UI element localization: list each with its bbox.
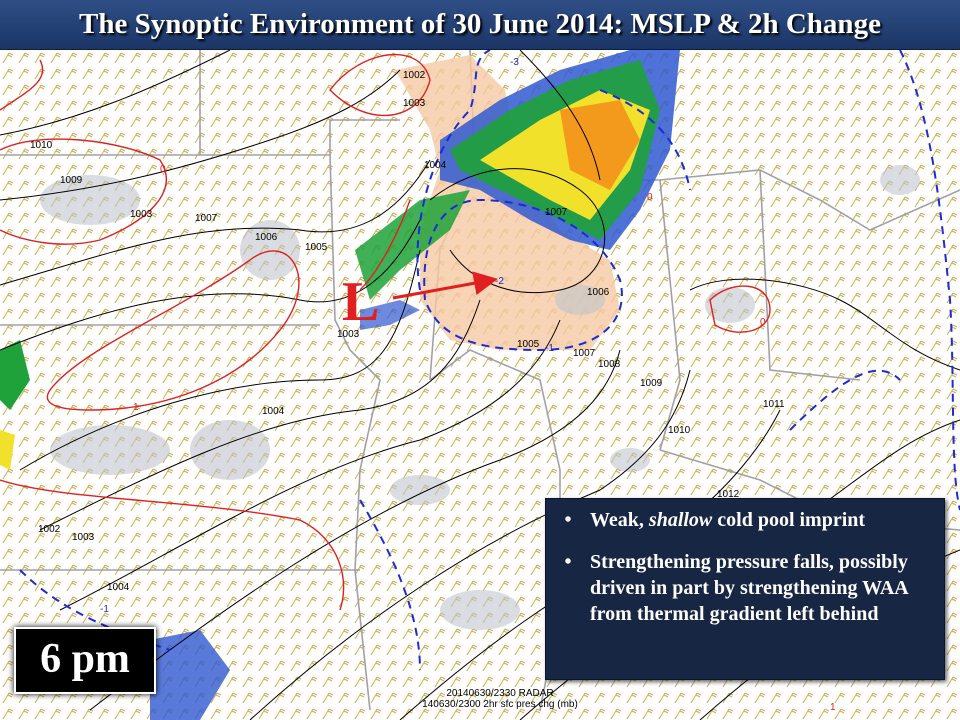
isobar-labels: 1010 1009 1003 1007 1006 1005 1003 1004 … xyxy=(30,70,903,593)
change-label: -2 xyxy=(495,276,504,287)
isobar-label: 1010 xyxy=(30,140,53,151)
title-bar: The Synoptic Environment of 30 June 2014… xyxy=(0,0,960,50)
isobar-label: 1009 xyxy=(60,175,83,186)
isobar-label: 1002 xyxy=(38,524,61,535)
pressure-fall-contours xyxy=(19,50,960,671)
isobar-label: 1007 xyxy=(573,348,596,359)
radar-echoes xyxy=(0,50,680,720)
annotation-box: • Weak, shallow cold pool imprint • Stre… xyxy=(545,498,945,680)
bullet-text: Strengthening pressure falls, possibly d… xyxy=(590,551,908,625)
isobar-label: 1004 xyxy=(262,406,285,417)
bullet-text: Weak, shallow cold pool imprint xyxy=(590,507,934,533)
pressure-change-labels: 0 -1 -1 -2 -3 0 0 1 1 xyxy=(100,57,836,713)
pressure-rise-contours xyxy=(0,53,771,611)
isobar-label: 1004 xyxy=(107,582,130,593)
isobar-label: 1002 xyxy=(403,70,426,81)
isobar-label: 1003 xyxy=(403,98,426,109)
low-motion-arrow xyxy=(392,271,498,300)
footer-line-radar: 20140630/2330 RADAR xyxy=(446,688,554,699)
isobar-label: 1005 xyxy=(517,339,540,350)
change-label: -1 xyxy=(100,604,109,615)
bullet-prefix: Weak, xyxy=(590,509,649,531)
isobar-label: 1011 xyxy=(763,399,785,410)
isobar-label: 1006 xyxy=(255,232,278,243)
change-label: -3 xyxy=(510,57,519,68)
isobar-label: 1004 xyxy=(424,160,447,171)
isobar-label: 1007 xyxy=(545,207,568,218)
isobar-label: 1005 xyxy=(305,242,328,253)
radar-clutter xyxy=(40,165,920,630)
footer-line-pressure: 140630/2300 2hr sfc pres chg (mb) xyxy=(422,699,578,710)
isobar-label: 1008 xyxy=(598,359,621,370)
isobar-label: 1003 xyxy=(72,532,95,543)
change-label: 1 xyxy=(133,402,139,413)
change-label: 0 xyxy=(647,192,653,203)
bullet-dot: • xyxy=(564,551,572,573)
time-label: 6 pm xyxy=(14,627,156,694)
isobar-label: 1003 xyxy=(337,329,360,340)
isobar-label: 1009 xyxy=(640,378,663,389)
product-footer: 20140630/2330 RADAR 140630/2300 2hr sfc … xyxy=(380,688,620,710)
bullet-dot: • xyxy=(564,509,572,531)
bullet-emphasis: shallow xyxy=(648,509,713,531)
slide-title: The Synoptic Environment of 30 June 2014… xyxy=(79,8,881,40)
isobar-label: 1010 xyxy=(668,425,691,436)
synoptic-map: L 1010 1009 1003 1007 1006 1005 1003 100… xyxy=(0,50,960,720)
change-label: 0 xyxy=(760,317,766,328)
isobar-label: 1003 xyxy=(130,209,153,220)
isobar-label: 1007 xyxy=(195,213,218,224)
isobar-label: 1012 xyxy=(717,489,740,500)
isobar-label: 1006 xyxy=(587,287,610,298)
change-label: 0 xyxy=(160,164,166,175)
low-pressure-marker: L xyxy=(342,271,379,333)
bullet-item: • Weak, shallow cold pool imprint xyxy=(546,507,934,533)
bullet-suffix: cold pool imprint xyxy=(712,509,866,531)
bullet-item: • Strengthening pressure falls, possibly… xyxy=(546,549,934,627)
change-label: -1 xyxy=(545,343,554,354)
change-label: 1 xyxy=(830,702,836,713)
